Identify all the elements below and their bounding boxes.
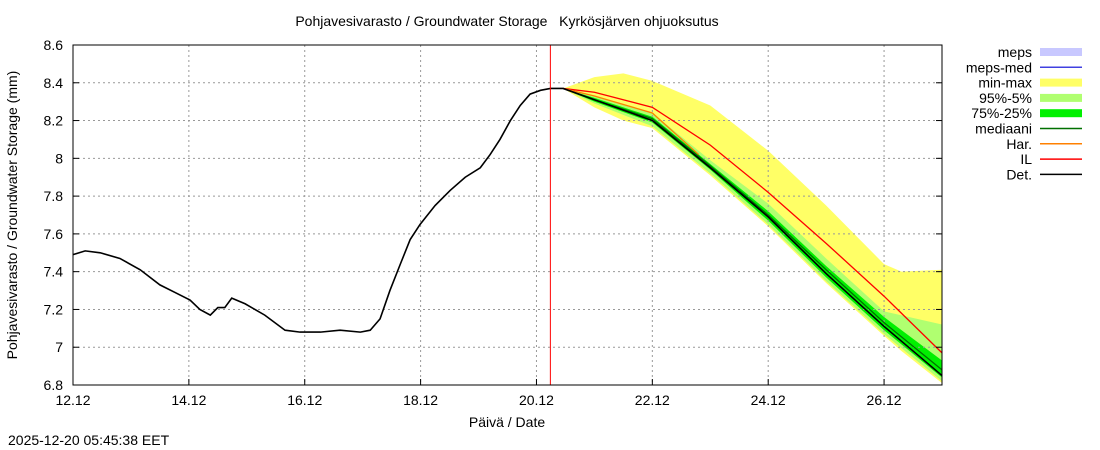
series-Det.	[72, 87, 943, 377]
ticks: 12.12 14.12 16.12 18.12 20.12 22.12 24.12 26.12…	[44, 37, 942, 408]
y-tick-label: 8.4	[44, 75, 64, 91]
band-95%-5%	[563, 88, 942, 382]
y-axis-label: Pohjavesivarasto / Groundwater Storage (…	[4, 71, 20, 360]
legend-label: Det.	[1006, 166, 1032, 182]
x-tick-label: 26.12	[867, 392, 902, 408]
legend: mepsmeps-medmin-max95%-5%75%-25%mediaani…	[966, 44, 1082, 182]
legend-label: mediaani	[975, 121, 1032, 137]
y-tick-label: 8.6	[44, 37, 64, 53]
y-tick-label: 8	[55, 150, 63, 166]
timestamp: 2025-12-20 05:45:38 EET	[8, 432, 170, 448]
legend-swatch	[1040, 48, 1082, 56]
legend-label: meps	[998, 44, 1032, 60]
chart-title: Pohjavesivarasto / Groundwater Storage K…	[295, 13, 718, 29]
y-tick-label: 7.4	[44, 264, 64, 280]
plot-frame	[72, 44, 943, 386]
legend-label: 75%-25%	[971, 105, 1032, 121]
legend-label: 95%-5%	[979, 90, 1032, 106]
legend-swatch	[1040, 78, 1082, 87]
legend-label: Har.	[1006, 136, 1032, 152]
x-axis-label: Päivä / Date	[469, 414, 545, 430]
legend-label: IL	[1020, 151, 1032, 167]
series-IL	[563, 87, 943, 354]
legend-label: meps-med	[966, 59, 1032, 75]
x-tick-label: 16.12	[287, 392, 322, 408]
x-tick-label: 24.12	[751, 392, 786, 408]
y-tick-label: 7.2	[44, 301, 64, 317]
x-tick-label: 22.12	[635, 392, 670, 408]
y-tick-label: 7.8	[44, 188, 64, 204]
legend-swatch	[1040, 109, 1082, 118]
legend-swatch	[1040, 93, 1082, 102]
series-Har.	[562, 87, 700, 156]
legend-label: min-max	[978, 75, 1032, 91]
y-tick-label: 8.2	[44, 113, 64, 129]
x-tick-label: 14.12	[171, 392, 206, 408]
x-tick-label: 18.12	[403, 392, 438, 408]
series-lines	[72, 45, 943, 385]
x-tick-label: 20.12	[519, 392, 554, 408]
y-tick-label: 7.6	[44, 226, 64, 242]
y-tick-label: 6.8	[44, 377, 64, 393]
band-min-max	[563, 73, 942, 384]
bands	[563, 73, 942, 384]
y-tick-label: 7	[55, 339, 63, 355]
x-tick-label: 12.12	[55, 392, 90, 408]
